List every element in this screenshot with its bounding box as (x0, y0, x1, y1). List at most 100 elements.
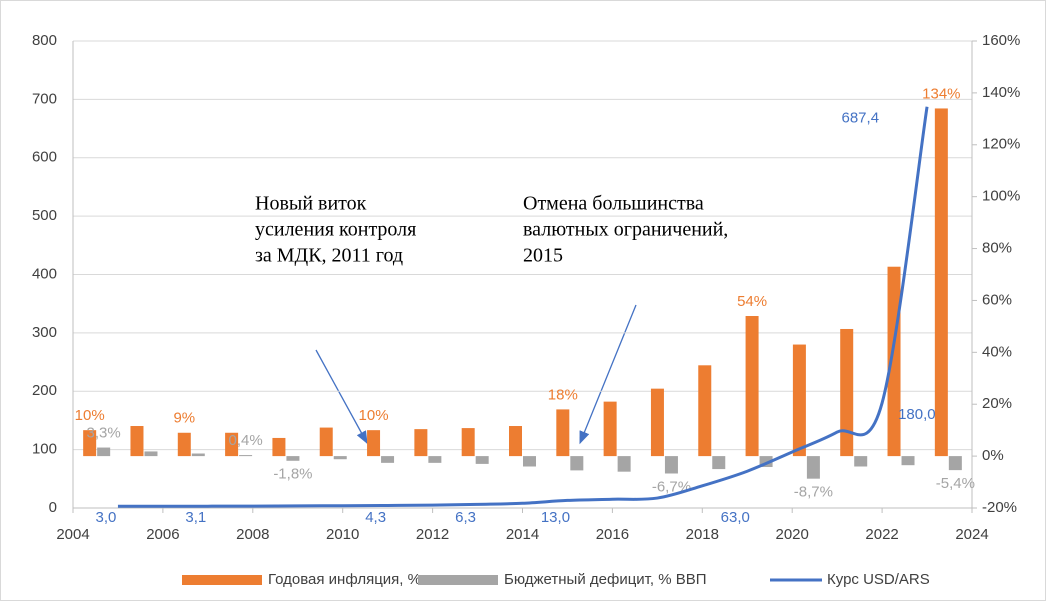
bar (144, 451, 158, 457)
x-tick-label: 2010 (326, 526, 359, 543)
data-label: 54% (737, 293, 767, 310)
x-tick-label: 2018 (686, 526, 719, 543)
legend-label: Годовая инфляция, % (268, 571, 421, 588)
data-label: -1,8% (273, 466, 312, 483)
y2-tick-label: 60% (982, 291, 1012, 308)
y2-tick-label: 120% (982, 136, 1020, 153)
y2-tick-label: 80% (982, 240, 1012, 257)
legend-swatch (182, 575, 262, 585)
x-tick-label: 2006 (146, 526, 179, 543)
y-tick-label: 800 (32, 32, 57, 49)
bar (130, 426, 144, 457)
y2-tick-label: 140% (982, 84, 1020, 101)
bar (428, 456, 442, 463)
bar (272, 437, 286, 457)
bar (333, 456, 347, 460)
x-tick-label: 2020 (776, 526, 809, 543)
bar (83, 430, 97, 457)
bar (239, 455, 253, 457)
bar (650, 388, 664, 457)
bar (556, 409, 570, 457)
bar (901, 456, 915, 466)
data-label: 10% (75, 407, 105, 424)
x-tick-label: 2004 (56, 526, 89, 543)
bar (414, 429, 428, 457)
bar (97, 447, 111, 457)
bar (367, 430, 381, 457)
x-tick-label: 2008 (236, 526, 269, 543)
annotation: 2015 (523, 245, 563, 267)
y-tick-label: 0 (49, 499, 57, 516)
x-tick-label: 2016 (596, 526, 629, 543)
data-label: 3,3% (87, 425, 121, 442)
bar (934, 108, 948, 457)
annotation: усиления контроля (255, 219, 416, 241)
bar (840, 328, 854, 457)
annotation: за МДК, 2011 год (255, 245, 403, 267)
y-tick-label: 300 (32, 324, 57, 341)
bar (509, 426, 522, 457)
data-label: 63,0 (721, 509, 750, 526)
data-label: 0,4% (229, 432, 263, 449)
data-label: 134% (922, 85, 960, 102)
annotation: Новый виток (255, 193, 367, 215)
data-label: 3,0 (96, 509, 117, 526)
legend-label: Курс USD/ARS (827, 571, 930, 588)
bar (854, 456, 868, 467)
data-label: 3,1 (185, 509, 206, 526)
data-label: 180,0 (898, 406, 936, 423)
bar (286, 456, 300, 461)
y-tick-label: 400 (32, 265, 57, 282)
bar (319, 427, 333, 457)
data-label: 13,0 (541, 509, 570, 526)
bar (381, 456, 395, 463)
bar (712, 456, 726, 470)
bar (570, 456, 584, 471)
y2-tick-label: -20% (982, 499, 1017, 516)
bar (191, 453, 205, 457)
x-tick-label: 2024 (955, 526, 988, 543)
data-label: 9% (173, 410, 195, 427)
bar (523, 456, 536, 467)
bar (475, 456, 489, 464)
bar (806, 456, 820, 479)
data-label: -5,4% (936, 475, 975, 492)
annotation-arrow (579, 304, 637, 445)
data-label: 687,4 (842, 110, 880, 127)
data-label: 18% (548, 386, 578, 403)
x-tick-label: 2022 (865, 526, 898, 543)
bar (759, 456, 773, 468)
bar (745, 316, 759, 457)
bar (617, 456, 631, 472)
bar (177, 432, 191, 457)
y-tick-label: 700 (32, 90, 57, 107)
data-label: 6,3 (455, 509, 476, 526)
y2-tick-label: 100% (982, 188, 1020, 205)
legend-label: Бюджетный дефицит, % ВВП (504, 571, 707, 588)
x-tick-label: 2014 (506, 526, 539, 543)
bar (664, 456, 678, 474)
bar (948, 456, 962, 471)
bar (461, 428, 475, 457)
y-tick-label: 600 (32, 149, 57, 166)
bar (603, 401, 617, 457)
x-tick-label: 2012 (416, 526, 449, 543)
bar (792, 344, 806, 457)
annotation: валютных ограничений, (523, 219, 728, 241)
line (117, 106, 929, 508)
y2-tick-label: 0% (982, 447, 1004, 464)
annotation-arrow (315, 349, 368, 445)
data-label: -6,7% (652, 478, 691, 495)
legend-swatch (418, 575, 498, 585)
y-tick-label: 100 (32, 441, 57, 458)
y-tick-label: 500 (32, 207, 57, 224)
bar (225, 432, 239, 457)
data-label: 10% (359, 407, 389, 424)
y2-tick-label: 20% (982, 395, 1012, 412)
data-label: 4,3 (365, 509, 386, 526)
bar (698, 365, 712, 457)
y-tick-label: 200 (32, 382, 57, 399)
